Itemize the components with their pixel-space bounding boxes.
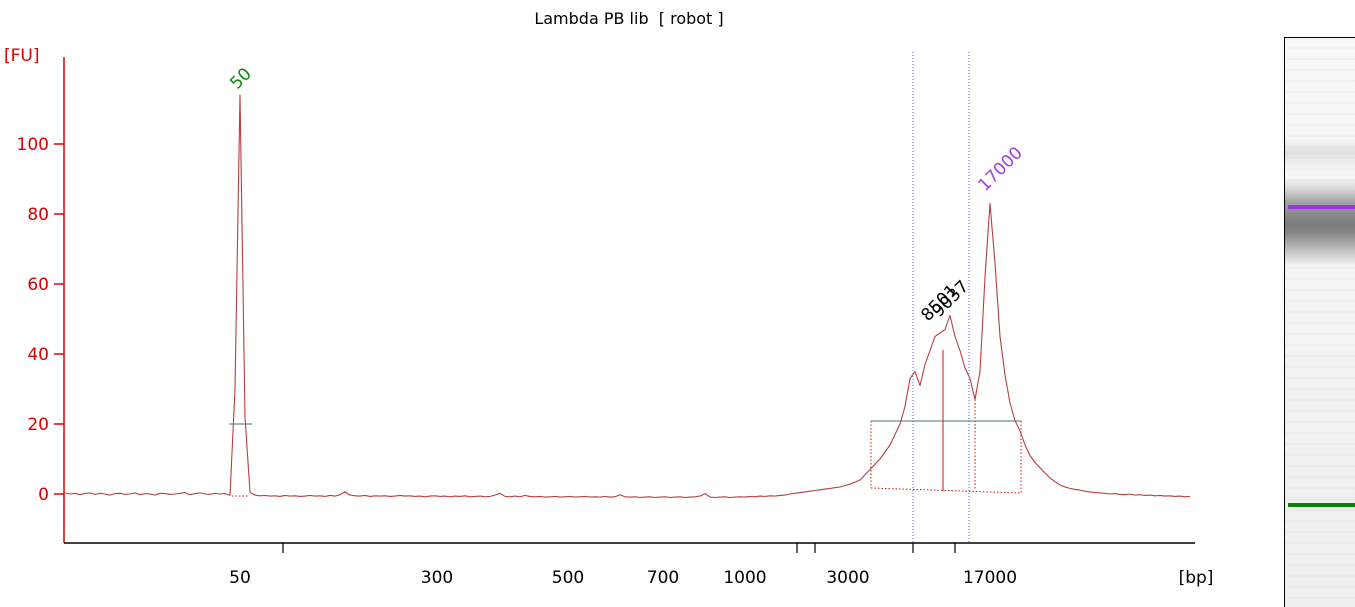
x-tick-label: 3000 — [826, 568, 869, 588]
upper-marker-band — [1288, 205, 1355, 209]
x-tick-label: 17000 — [963, 568, 1017, 588]
peak-label: 17000 — [974, 143, 1026, 195]
peak-baseline — [870, 487, 1022, 494]
gel-faint-band — [1285, 138, 1355, 168]
y-tick-label: 60 — [27, 275, 49, 295]
y-tick-label: 100 — [17, 135, 49, 155]
gel-smear-band — [1285, 178, 1355, 266]
y-tick-label: 80 — [27, 205, 49, 225]
chart-title: Lambda PB lib [ robot ] — [534, 9, 723, 28]
lower-marker-band — [1288, 503, 1355, 507]
x-minor-ticks — [282, 543, 956, 553]
peak-annotations — [232, 350, 1022, 497]
x-tick-label: 1000 — [723, 568, 766, 588]
region-markers — [229, 52, 1021, 543]
gel-lane — [1284, 37, 1355, 607]
y-tick-label: 20 — [27, 415, 49, 435]
x-tick-label: 300 — [421, 568, 453, 588]
x-tick-label: 500 — [552, 568, 584, 588]
x-tick-label: 50 — [229, 568, 251, 588]
y-tick-label: 40 — [27, 345, 49, 365]
y-tick-label: 0 — [38, 485, 49, 505]
y-axis-label: [FU] — [4, 46, 40, 66]
peak-label: 50 — [226, 64, 255, 93]
signal-trace — [64, 94, 1191, 499]
x-axis-label: [bp] — [1179, 568, 1214, 588]
x-tick-label: 700 — [647, 568, 679, 588]
